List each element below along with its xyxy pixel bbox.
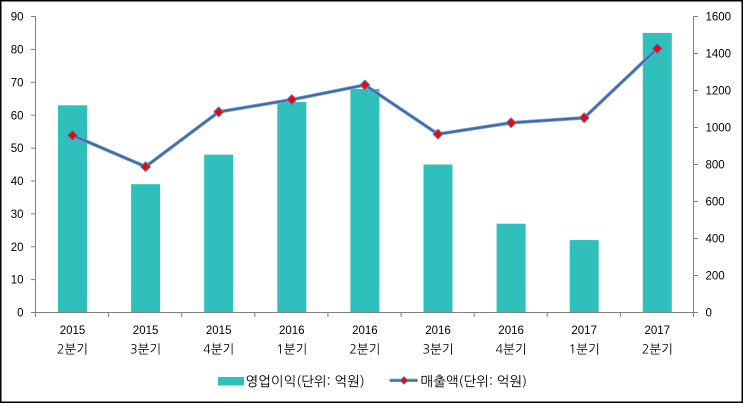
svg-text:600: 600	[706, 197, 725, 209]
svg-text:2016: 2016	[498, 325, 524, 337]
svg-text:1000: 1000	[706, 123, 732, 135]
svg-text:80: 80	[11, 45, 24, 57]
svg-text:1400: 1400	[706, 49, 732, 61]
svg-text:70: 70	[11, 77, 24, 89]
svg-text:40: 40	[11, 176, 24, 188]
svg-text:0: 0	[17, 308, 23, 320]
svg-text:90: 90	[11, 12, 24, 24]
svg-text:2015: 2015	[206, 325, 232, 337]
svg-text:2015: 2015	[133, 325, 159, 337]
svg-text:2016: 2016	[279, 325, 305, 337]
svg-text:2017: 2017	[645, 325, 671, 337]
svg-text:50: 50	[11, 143, 24, 155]
svg-text:2015: 2015	[60, 325, 86, 337]
svg-text:200: 200	[706, 271, 725, 283]
svg-text:30: 30	[11, 209, 24, 221]
svg-text:1600: 1600	[706, 12, 732, 24]
svg-text:1200: 1200	[706, 86, 732, 98]
svg-text:2017: 2017	[571, 325, 597, 337]
svg-text:2016: 2016	[425, 325, 451, 337]
svg-text:400: 400	[706, 234, 725, 246]
svg-text:20: 20	[11, 242, 24, 254]
svg-text:10: 10	[11, 275, 24, 287]
svg-text:2016: 2016	[352, 325, 378, 337]
svg-text:800: 800	[706, 160, 725, 172]
svg-text:60: 60	[11, 110, 24, 122]
svg-text:0: 0	[706, 308, 712, 320]
